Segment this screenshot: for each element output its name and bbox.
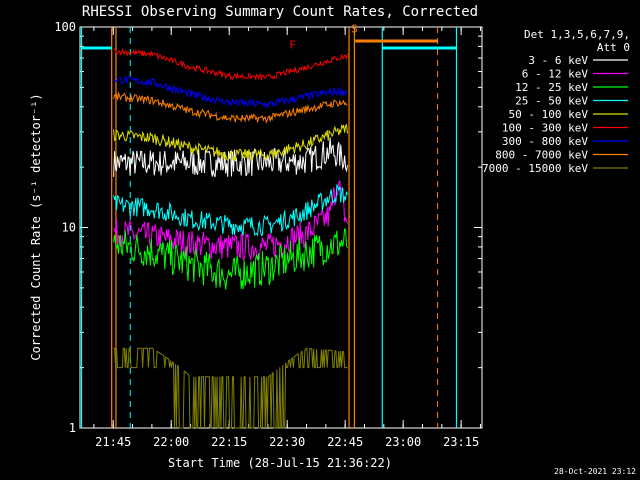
series-line-3 (113, 184, 348, 237)
flag-annotation: F (289, 39, 296, 52)
y-tick-label: 10 (62, 221, 76, 235)
legend-label-8: 7000 - 15000 keV (482, 162, 588, 175)
x-tick-label: 23:00 (385, 435, 421, 449)
plot-area: 1 10 100 21:45 22:00 22:15 22:30 22:45 23:00 23:1… (54, 20, 483, 449)
chart-title: RHESSI Observing Summary Count Rates, Co… (82, 4, 478, 20)
legend-label-2: 12 - 25 keV (515, 81, 588, 94)
x-tick-label: 23:15 (443, 435, 479, 449)
series-line-1 (113, 180, 348, 261)
x-tick-label: 21:45 (95, 435, 131, 449)
series-line-4 (113, 123, 348, 163)
legend-label-0: 3 - 6 keV (528, 54, 588, 67)
render-timestamp: 28-Oct-2021 23:12 (554, 467, 636, 476)
legend-label-7: 800 - 7000 keV (495, 149, 588, 162)
x-tick-label: 22:15 (211, 435, 247, 449)
y-tick-label: 1 (69, 421, 76, 435)
series-line-6 (113, 75, 348, 108)
legend-label-6: 300 - 800 keV (502, 135, 588, 148)
legend-header-2: Att 0 (597, 41, 630, 54)
x-axis-label: Start Time (28-Jul-15 21:36:22) (168, 456, 392, 470)
legend-header-1: Det 1,3,5,6,7,9, (524, 28, 630, 41)
series-line-7 (113, 91, 348, 124)
legend-label-3: 25 - 50 keV (515, 95, 588, 108)
x-tick-label: 22:00 (153, 435, 189, 449)
x-tick-label: 22:45 (327, 435, 363, 449)
legend-label-4: 50 - 100 keV (509, 108, 589, 121)
series-line-0 (113, 137, 348, 178)
legend-label-1: 6 - 12 keV (522, 68, 589, 81)
x-tick-label: 22:30 (269, 435, 305, 449)
series-line-5 (113, 47, 348, 81)
series-line-8 (113, 347, 348, 429)
legend-label-5: 100 - 300 keV (502, 122, 588, 135)
y-axis-label: Corrected Count Rate (s⁻¹ detector⁻¹) (29, 93, 43, 360)
series-line-2 (113, 228, 348, 290)
y-tick-label: 100 (54, 20, 76, 34)
flag-annotation: S (351, 22, 358, 35)
